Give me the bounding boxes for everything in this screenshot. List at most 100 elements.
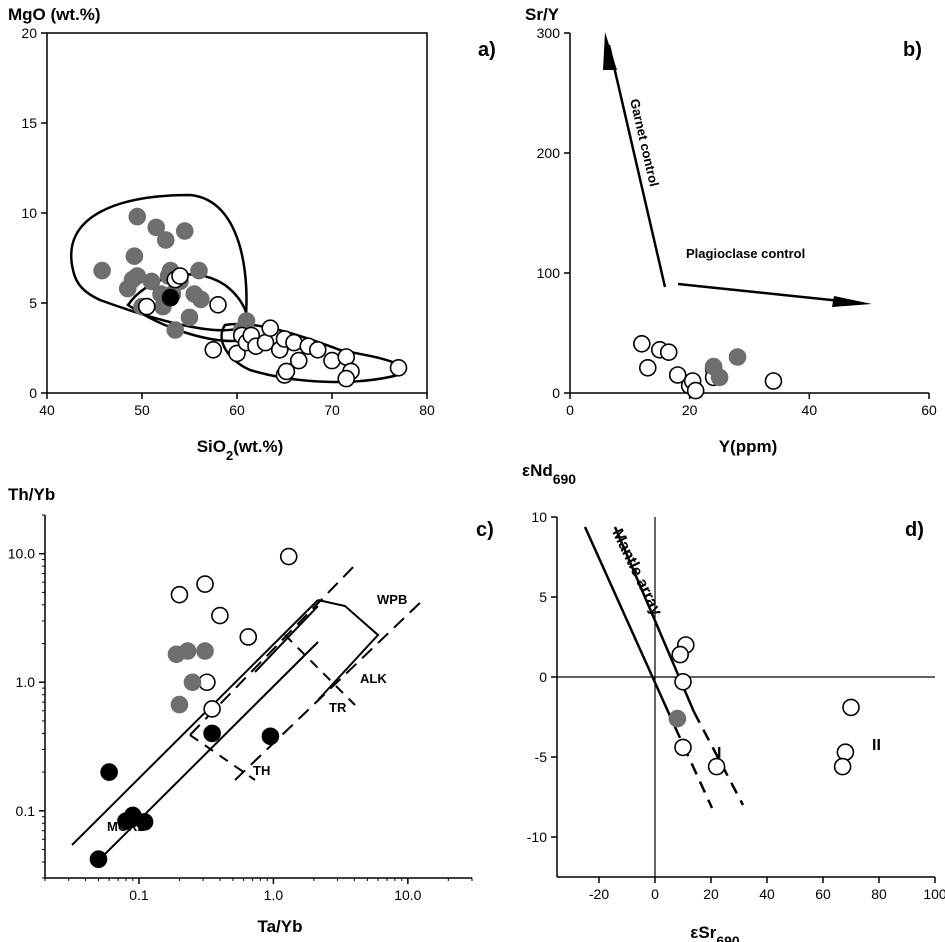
- x-tick-label: 80: [871, 886, 887, 902]
- open-sample-point: [707, 757, 726, 776]
- black-sample-point: [89, 850, 108, 869]
- y-tick-label: 10: [21, 205, 37, 221]
- x-tick-label: 0: [651, 886, 659, 902]
- mantle-array-dashed-left: [673, 726, 714, 809]
- y-tick-label: 10: [531, 509, 547, 525]
- gray-sample-point: [183, 673, 202, 692]
- x-tick-label: 60: [815, 886, 831, 902]
- open-sample-point: [836, 743, 855, 762]
- y-tick-label: 100: [537, 265, 561, 281]
- gray-sample-point: [147, 218, 166, 237]
- mantle-array-solid-left: [583, 526, 677, 728]
- gray-sample-point: [710, 368, 729, 387]
- gray-sample-point: [142, 272, 161, 291]
- open-sample-point: [337, 348, 356, 366]
- open-sample-point: [285, 333, 303, 352]
- black-sample-point: [100, 763, 118, 781]
- y-tick-label: 15: [21, 115, 37, 131]
- x-tick-label: 0: [566, 402, 574, 418]
- open-sample-point: [638, 358, 657, 377]
- panel-b-letter: b): [903, 39, 922, 61]
- y-tick-label: 5: [539, 589, 547, 605]
- panel-a-mafic-envelope: [70, 193, 248, 332]
- x-tick-label: 1.0: [264, 887, 284, 903]
- x-tick-label: 0.1: [129, 887, 149, 903]
- y-tick-label: 20: [21, 25, 37, 41]
- gray-sample-point: [196, 642, 214, 660]
- panel-b: Sr/Y b) Y(ppm) Garnet control Plagioclas…: [525, 5, 922, 456]
- panel-a-ylabel: MgO (wt.%): [8, 5, 101, 24]
- panel-c: Th/Yb c) Ta/Yb WPB ALK TR TH MORB: [8, 485, 494, 936]
- y-tick-label: 10.0: [8, 546, 35, 562]
- x-tick-label: -20: [589, 886, 609, 902]
- y-tick-label: 0.1: [16, 803, 36, 819]
- wpb-upper-line: [254, 605, 319, 673]
- x-tick-label: 40: [39, 402, 55, 418]
- x-tick-label: 100: [923, 886, 945, 902]
- panel-c-xlabel: Ta/Yb: [257, 917, 302, 936]
- gray-sample-point: [180, 308, 199, 327]
- mantle-array-dashed-right: [692, 711, 745, 806]
- panel-d-ylabel: εNd690: [522, 461, 576, 487]
- open-sample-point: [686, 381, 705, 400]
- y-tick-label: 0: [539, 669, 547, 685]
- open-sample-point: [204, 340, 223, 359]
- x-tick-label: 10.0: [394, 887, 421, 903]
- gray-sample-point: [237, 312, 256, 330]
- wpb-label: WPB: [377, 592, 407, 607]
- open-sample-point: [632, 334, 651, 353]
- open-sample-point: [674, 672, 692, 691]
- panel-a: MgO (wt.%) a) SiO2(wt.%): [8, 5, 496, 463]
- panel-a-xlabel: SiO2(wt.%): [197, 437, 284, 463]
- morb-upper-line: [71, 599, 319, 846]
- panel-b-ylabel: Sr/Y: [525, 5, 560, 24]
- x-tick-label: 60: [921, 402, 937, 418]
- panel-c-marks: 0.1 1.0 10.0 0.1 1.0 10.0: [8, 514, 473, 903]
- open-sample-point: [277, 362, 296, 381]
- panel-d-marks: -20 0 20 40 60 80 100 -10 -5 0 5 10: [527, 509, 945, 902]
- gray-sample-point: [190, 261, 208, 280]
- gray-sample-point: [128, 207, 147, 226]
- open-sample-point: [308, 340, 327, 359]
- x-tick-label: 20: [703, 886, 719, 902]
- gray-sample-point: [192, 290, 210, 309]
- open-sample-point: [659, 343, 678, 362]
- panel-d-xlabel: εSr690: [690, 923, 740, 942]
- open-sample-point: [323, 351, 341, 370]
- black-sample-point: [161, 288, 180, 307]
- y-tick-label: 300: [537, 25, 561, 41]
- black-sample-point: [261, 727, 280, 746]
- open-sample-point: [170, 585, 189, 604]
- panel-b-xlabel: Y(ppm): [719, 437, 778, 456]
- x-tick-label: 40: [759, 886, 775, 902]
- plagioclase-arrowhead: [832, 296, 872, 307]
- gray-sample-point: [125, 247, 144, 266]
- garnet-arrowhead: [603, 32, 617, 70]
- panel-d-letter: d): [905, 519, 924, 541]
- panel-c-letter: c): [476, 519, 494, 541]
- y-tick-label: 200: [537, 145, 561, 161]
- mantle-array-label: Mantle array: [608, 526, 665, 618]
- open-sample-point: [203, 700, 221, 718]
- plagioclase-control-label: Plagioclase control: [686, 246, 805, 261]
- plagioclase-control-arrow: [677, 282, 861, 305]
- dashed-upper-boundary: [189, 561, 359, 736]
- open-sample-point: [261, 319, 280, 338]
- gray-sample-point: [166, 321, 185, 339]
- gray-sample-point: [93, 261, 111, 280]
- x-tick-label: 60: [229, 402, 245, 418]
- tr-label: TR: [329, 700, 347, 715]
- y-tick-label: 5: [29, 295, 37, 311]
- open-sample-point: [764, 372, 783, 390]
- open-sample-point: [337, 369, 356, 388]
- group-i-label: I: [717, 745, 721, 762]
- open-sample-point: [209, 295, 227, 314]
- panel-c-ylabel: Th/Yb: [8, 485, 55, 504]
- panel-a-marks: 40 50 60 70 80 0 5 10 15 20: [21, 25, 435, 418]
- x-tick-label: 70: [324, 402, 340, 418]
- wpb-box: [317, 599, 380, 701]
- open-sample-point: [137, 297, 156, 316]
- open-sample-point: [389, 358, 408, 377]
